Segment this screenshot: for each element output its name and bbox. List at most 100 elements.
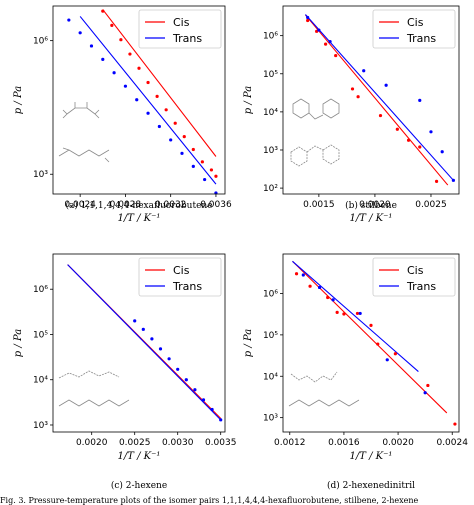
data-point-cis xyxy=(334,53,338,58)
x-axis-label: 1/T / K⁻¹ xyxy=(350,213,393,224)
x-axis-label: 1/T / K⁻¹ xyxy=(118,213,161,224)
data-point-cis xyxy=(128,52,132,56)
x-tick-label: 0.0028 xyxy=(110,200,142,210)
data-point-cis xyxy=(342,312,346,316)
fit-line-cis xyxy=(304,14,449,186)
y-axis-label: p / Pa xyxy=(13,86,24,114)
data-point-trans xyxy=(193,388,197,392)
data-point-trans xyxy=(451,178,455,182)
x-tick-label: 0.0020 xyxy=(359,200,391,210)
data-point-trans xyxy=(317,285,322,290)
x-tick-label: 0.0015 xyxy=(303,200,335,210)
data-point-trans xyxy=(331,298,335,302)
x-tick-label: 0.0020 xyxy=(76,438,108,448)
data-point-trans xyxy=(158,347,163,351)
data-point-trans xyxy=(210,407,214,412)
y-tick-label: 10⁴ xyxy=(263,108,278,118)
cis-molecule-sketch xyxy=(290,371,338,383)
data-point-cis xyxy=(306,18,310,23)
data-point-trans xyxy=(133,319,137,323)
data-point-trans xyxy=(203,177,207,182)
trans-molecule-sketch xyxy=(58,399,130,407)
legend-label-trans: Trans xyxy=(172,32,202,45)
legend: Cis Trans xyxy=(138,9,222,49)
y-tick-label: 10³ xyxy=(33,170,48,180)
cis-molecule-sketch xyxy=(58,370,120,379)
data-point-trans xyxy=(418,98,422,103)
data-point-trans xyxy=(146,111,150,115)
x-tick-label: 0.0032 xyxy=(155,200,187,210)
data-point-cis xyxy=(393,352,397,356)
data-point-trans xyxy=(219,418,223,422)
y-tick-label: 10⁶ xyxy=(33,285,48,295)
data-point-cis xyxy=(209,168,214,172)
y-axis-label: p / Pa xyxy=(13,329,24,357)
data-point-trans xyxy=(384,83,388,87)
subfigure-caption: (a) 1,1,1,4,4,4-hexafluorobutene xyxy=(65,200,212,211)
cis-molecule-sketch xyxy=(62,102,100,119)
data-point-cis xyxy=(356,95,360,99)
data-point-trans xyxy=(328,39,332,44)
data-layer xyxy=(290,14,455,186)
data-point-trans xyxy=(101,57,105,61)
data-point-cis xyxy=(434,179,439,183)
data-point-cis xyxy=(355,311,360,316)
legend-label-cis: Cis xyxy=(173,16,190,29)
data-point-cis xyxy=(418,145,422,149)
chart-panel-1: 0.0024 0.0028 0.0032 0.0036 10³ 10⁶ 1/T / K⁻¹ p… xyxy=(13,5,232,224)
x-tick-label: 0.0020 xyxy=(382,438,414,448)
data-point-trans xyxy=(184,378,188,382)
legend-label-cis: Cis xyxy=(173,264,190,277)
legend-label-cis: Cis xyxy=(407,264,424,277)
data-layer xyxy=(58,9,218,194)
data-point-cis xyxy=(395,127,399,131)
y-tick-label: 10⁶ xyxy=(263,289,278,299)
data-point-cis xyxy=(453,422,457,426)
data-point-trans xyxy=(141,327,145,331)
data-point-cis xyxy=(146,80,150,85)
data-point-cis xyxy=(182,135,186,139)
data-point-cis xyxy=(294,272,299,276)
y-tick-label: 10⁶ xyxy=(263,32,278,42)
y-tick-label: 10³ xyxy=(33,421,48,431)
data-point-trans xyxy=(306,15,310,20)
data-point-trans xyxy=(385,358,389,362)
x-tick-label: 0.0030 xyxy=(162,438,194,448)
data-point-trans xyxy=(301,273,305,277)
data-point-trans xyxy=(150,337,154,341)
x-tick-label: 0.0025 xyxy=(415,200,447,210)
data-point-cis xyxy=(376,342,380,346)
cis-molecule-sketch xyxy=(292,98,340,120)
chart-panel-4: 0.0012 0.0016 0.0020 0.0024 10³ 10⁴ 10⁵ 10⁶ 1/T … xyxy=(243,253,468,491)
data-point-trans xyxy=(429,130,433,134)
data-point-cis xyxy=(101,9,105,13)
y-tick-label: 10⁴ xyxy=(33,376,48,386)
trans-molecule-sketch xyxy=(288,399,360,407)
y-tick-label: 10⁵ xyxy=(263,70,278,80)
chart-panel-3: 0.0020 0.0025 0.0030 0.0035 10³ 10⁴ 10⁵ 10⁶ 1/T … xyxy=(13,253,237,491)
legend-label-trans: Trans xyxy=(406,32,436,45)
subfigure-caption: (c) 2-hexene xyxy=(111,480,167,491)
data-point-cis xyxy=(191,147,195,152)
subfigure-caption: (d) 2-hexenedinitril xyxy=(327,480,415,491)
legend: Cis Trans xyxy=(372,9,456,49)
legend: Cis Trans xyxy=(138,257,222,297)
data-point-cis xyxy=(308,284,312,288)
data-point-trans xyxy=(112,71,116,75)
data-point-trans xyxy=(423,391,427,395)
trans-molecule-sketch xyxy=(290,144,340,167)
data-point-trans xyxy=(167,357,171,361)
axes-frame xyxy=(52,253,226,433)
data-point-cis xyxy=(214,174,218,178)
x-tick-label: 0.0035 xyxy=(205,438,237,448)
data-point-cis xyxy=(350,87,355,91)
legend: Cis Trans xyxy=(372,257,456,297)
x-tick-label: 0.0024 xyxy=(436,438,468,448)
data-point-trans xyxy=(317,28,321,32)
y-tick-label: 10⁶ xyxy=(33,37,48,47)
data-point-trans xyxy=(67,18,71,22)
data-point-trans xyxy=(78,31,82,35)
fit-line-cis xyxy=(102,9,217,157)
data-point-trans xyxy=(358,311,362,316)
